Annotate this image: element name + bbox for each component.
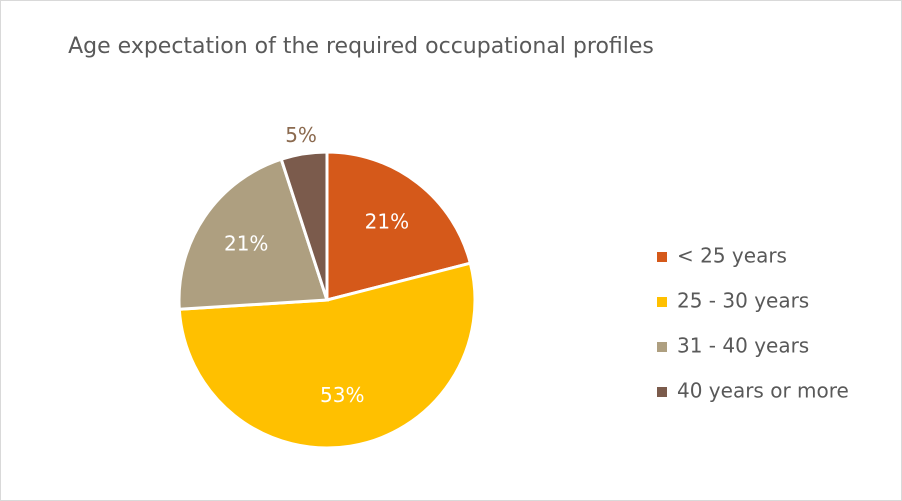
pie-slice <box>325 150 473 302</box>
data-label: 5% <box>285 123 317 147</box>
legend-label: < 25 years <box>677 244 787 268</box>
legend-swatch <box>657 252 667 262</box>
data-label: 21% <box>224 232 268 256</box>
chart-title: Age expectation of the required occupati… <box>68 34 654 59</box>
legend-label: 31 - 40 years <box>677 334 809 358</box>
legend-label: 40 years or more <box>677 379 849 403</box>
legend-swatch <box>657 387 667 397</box>
pie-slice <box>177 157 330 311</box>
legend-swatch <box>657 297 667 307</box>
data-label: 21% <box>365 209 409 233</box>
legend-label: 25 - 30 years <box>677 289 809 313</box>
pie-slice <box>177 261 477 450</box>
legend-swatch <box>657 342 667 352</box>
data-label: 53% <box>320 383 364 407</box>
pie-slice <box>279 150 329 301</box>
